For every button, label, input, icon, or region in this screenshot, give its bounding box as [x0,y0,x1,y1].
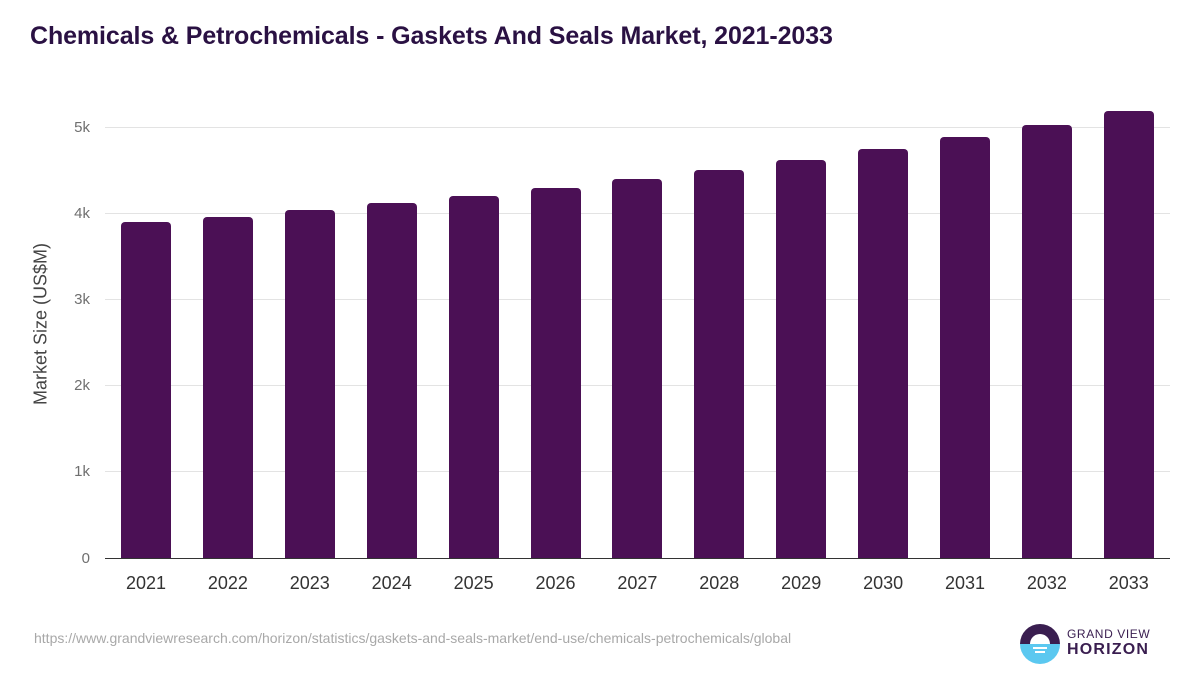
bar-2031[interactable] [940,137,990,558]
bar-2024[interactable] [366,202,417,558]
x-tick-label: 2025 [453,573,494,593]
x-tick-label: 2032 [1026,573,1067,593]
x-tick-label: 2033 [1108,573,1149,593]
x-tick-label: 2023 [289,573,330,593]
x-tick-label: 2022 [207,573,248,593]
bar-2027[interactable] [612,178,663,558]
source-url[interactable]: https://www.grandviewresearch.com/horizo… [34,630,792,646]
bar-2022[interactable] [202,217,253,558]
y-tick-label: 4k [74,205,90,222]
chart-title: Chemicals & Petrochemicals - Gaskets And… [30,22,833,50]
x-tick-label: 2024 [371,573,412,593]
y-tick-label: 0 [81,550,90,567]
y-tick-label: 2k [74,377,90,394]
bar-2023[interactable] [284,209,335,558]
bar-2028[interactable] [694,169,745,558]
gridline-5k [105,127,1170,128]
bar-2030[interactable] [858,148,909,558]
x-tick-label: 2028 [699,573,740,593]
x-tick-label: 2031 [944,573,986,593]
bar-2032[interactable] [1021,124,1072,558]
bar-2033[interactable] [1103,110,1154,558]
x-axis-line [105,558,1170,559]
horizon-logo-icon [1020,624,1060,664]
x-tick-label: 2026 [535,573,576,593]
y-tick-label: 3k [74,291,90,308]
y-tick-label: 1k [74,463,90,480]
x-tick-label: 2029 [781,573,822,593]
y-tick-label: 5k [74,119,90,136]
grand-view-horizon-logo: GRAND VIEW HORIZON [1019,623,1179,665]
x-tick-label: 2027 [617,573,658,593]
bar-2029[interactable] [776,159,827,558]
x-tick-label: 2030 [863,573,904,593]
y-axis-label: Market Size (US$M) [30,242,51,406]
bar-2025[interactable] [448,195,499,558]
bar-2026[interactable] [530,188,581,558]
bar-2021[interactable] [121,222,171,558]
x-tick-label: 2021 [125,573,167,593]
logo-text-horizon: HORIZON [1067,641,1150,658]
logo-text-grand-view: GRAND VIEW [1067,627,1151,641]
